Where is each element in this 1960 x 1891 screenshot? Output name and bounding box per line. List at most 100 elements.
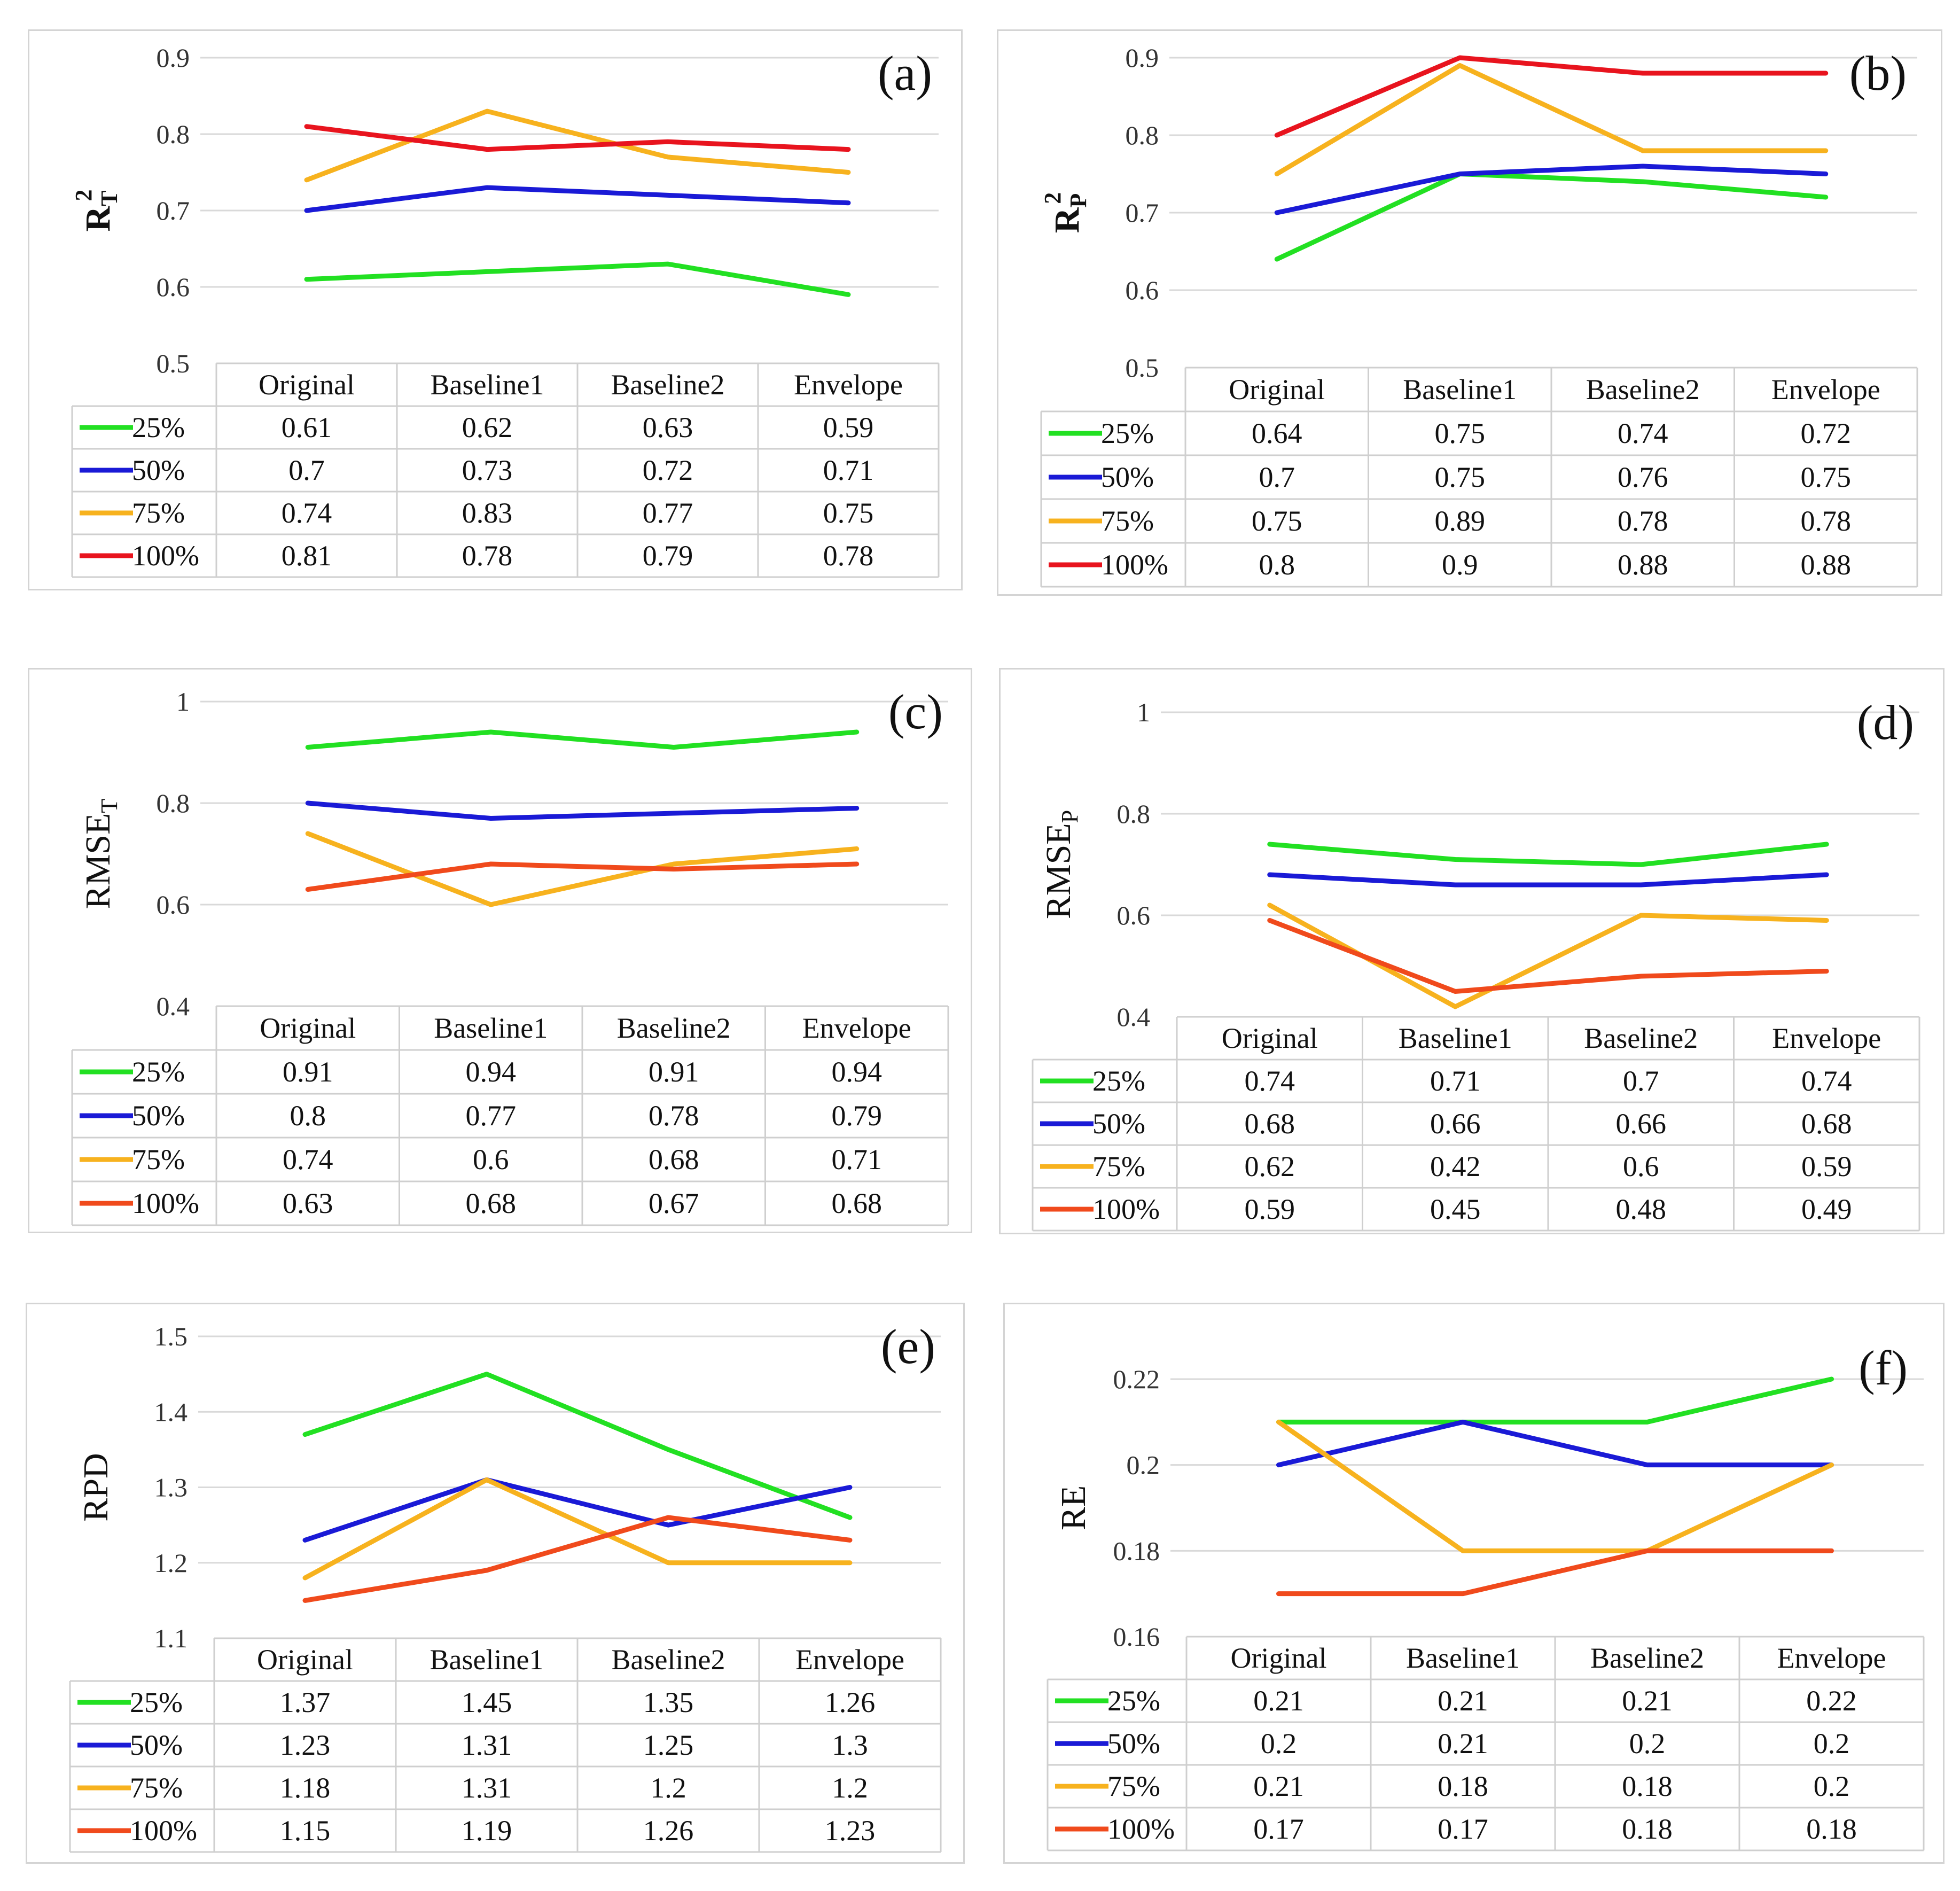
y-tick-label: 0.7	[157, 196, 190, 225]
table-cell: 0.6	[473, 1143, 509, 1176]
table-cell: 0.21	[1438, 1727, 1488, 1760]
table-cell: 0.63	[643, 411, 693, 443]
legend-label: 50%	[130, 1729, 183, 1761]
table-header: Envelope	[794, 369, 903, 401]
table-cell: 0.91	[283, 1056, 333, 1088]
table-cell: 0.75	[1435, 417, 1486, 449]
table-cell: 0.64	[1252, 417, 1302, 449]
table-cell: 0.79	[832, 1100, 883, 1132]
series-line-100pct	[1276, 1548, 1834, 1597]
y-tick-label: 0.8	[157, 119, 190, 149]
series-line-50pct	[302, 1477, 853, 1543]
panel-letter: (c)	[888, 684, 943, 739]
y-tick-label: 0.22	[1113, 1364, 1160, 1394]
series-line-50pct	[1276, 1419, 1834, 1468]
y-tick-label: 0.9	[157, 43, 190, 73]
legend-label: 100%	[1107, 1813, 1175, 1845]
table-cell: 0.68	[1245, 1108, 1295, 1140]
legend-label: 50%	[1092, 1108, 1145, 1140]
table-cell: 0.66	[1430, 1108, 1481, 1140]
y-tick-label: 0.8	[1117, 799, 1151, 829]
legend-label: 100%	[132, 540, 199, 572]
chart-svg-d: 0.4 0.6 0.8 1 RMSEP (d) Original Baseline1 Basel…	[1032, 695, 1920, 1232]
table-cell: 1.26	[825, 1686, 876, 1718]
table-cell: 0.42	[1430, 1150, 1481, 1182]
legend-label: 25%	[1101, 417, 1154, 449]
legend-label: 100%	[1092, 1193, 1160, 1225]
table-cell: 0.78	[1618, 505, 1668, 537]
legend-label: 75%	[132, 497, 185, 529]
table-cell: 1.3	[832, 1729, 868, 1761]
table-cell: 0.74	[1245, 1065, 1295, 1097]
table-header: Baseline1	[434, 1012, 548, 1044]
table-cell: 0.73	[462, 454, 513, 486]
table-header: Original	[1231, 1642, 1327, 1674]
y-tick-label: 0.7	[1126, 198, 1159, 228]
table-header: Envelope	[1777, 1642, 1886, 1674]
table-cell: 1.15	[280, 1815, 331, 1847]
table-cell: 0.8	[290, 1100, 326, 1132]
table-header: Original	[260, 1012, 356, 1044]
y-tick-label: 1.4	[154, 1397, 188, 1427]
series-line-75pct	[305, 831, 860, 907]
table-header: Baseline2	[617, 1012, 731, 1044]
table-cell: 0.72	[643, 454, 693, 486]
table-cell: 0.21	[1253, 1770, 1304, 1802]
table-cell: 1.31	[462, 1772, 512, 1804]
table-cell: 0.48	[1616, 1193, 1667, 1225]
table-cell: 0.74	[282, 497, 332, 529]
y-tick-label: 0.6	[1117, 900, 1151, 930]
legend-label: 25%	[1107, 1685, 1160, 1717]
table-cell: 0.83	[462, 497, 513, 529]
series-line-75pct	[1274, 63, 1829, 176]
table-cell: 1.45	[462, 1686, 512, 1718]
table-header: Original	[1222, 1022, 1318, 1054]
chart-panel-f: 0.16 0.18 0.2 0.22 RE (f) Original Baseline1 Bas…	[1003, 1303, 1945, 1864]
series-line-25pct	[305, 729, 860, 750]
legend-label: 25%	[132, 1056, 185, 1088]
table-header: Baseline1	[1406, 1642, 1520, 1674]
chart-svg-e: 1.1 1.2 1.3 1.4 1.5 RPD (e) Original Baseline1 Ba…	[69, 1319, 942, 1853]
table-cell: 0.68	[1801, 1108, 1852, 1140]
table-cell: 0.49	[1801, 1193, 1852, 1225]
table-cell: 0.62	[1245, 1150, 1295, 1182]
chart-panel-b: 0.5 0.6 0.7 0.8 0.9 RP2 (b) Original Baseline1 Ba…	[997, 29, 1942, 596]
legend-label: 100%	[1101, 549, 1168, 581]
panel-letter: (b)	[1849, 46, 1907, 100]
panel-letter: (f)	[1859, 1341, 1908, 1395]
table-cell: 0.78	[823, 540, 874, 572]
table-header: Baseline2	[611, 369, 725, 401]
table-cell: 0.2	[1261, 1727, 1297, 1760]
panel-letter: (a)	[878, 46, 932, 100]
table-cell: 0.72	[1801, 417, 1852, 449]
table-cell: 0.74	[1801, 1065, 1852, 1097]
table-header: Original	[257, 1644, 353, 1676]
table-header: Envelope	[1772, 1022, 1881, 1054]
table-cell: 0.18	[1438, 1770, 1488, 1802]
y-axis-label: RMSEP	[1039, 810, 1083, 919]
table-cell: 0.79	[643, 540, 693, 572]
table-header: Baseline2	[612, 1644, 725, 1676]
table-cell: 0.77	[643, 497, 693, 529]
table-cell: 0.45	[1430, 1193, 1481, 1225]
table-cell: 0.21	[1438, 1685, 1488, 1717]
table-cell: 0.61	[282, 411, 332, 443]
y-tick-label: 0.4	[157, 991, 190, 1021]
table-cell: 1.25	[643, 1729, 694, 1761]
table-cell: 0.71	[832, 1143, 883, 1176]
y-tick-label: 0.9	[1126, 43, 1159, 73]
table-cell: 0.75	[1435, 461, 1486, 493]
series-line-25pct	[1274, 172, 1829, 262]
series-line-100pct	[1274, 55, 1829, 138]
legend-label: 50%	[132, 454, 185, 486]
chart-svg-f: 0.16 0.18 0.2 0.22 RE (f) Original Baseline1 Bas…	[1047, 1341, 1925, 1851]
table-cell: 0.88	[1801, 549, 1852, 581]
chart-svg-b: 0.5 0.6 0.7 0.8 0.9 RP2 (b) Original Baseline1 Ba…	[1040, 43, 1918, 588]
table-header: Original	[1229, 373, 1325, 406]
chart-panel-e: 1.1 1.2 1.3 1.4 1.5 RPD (e) Original Baseline1 Ba…	[26, 1303, 965, 1864]
table-cell: 0.94	[466, 1056, 517, 1088]
table-cell: 0.62	[462, 411, 513, 443]
table-header: Envelope	[1771, 373, 1880, 406]
table-header: Baseline1	[431, 369, 544, 401]
series-line-75pct	[1276, 1419, 1834, 1553]
